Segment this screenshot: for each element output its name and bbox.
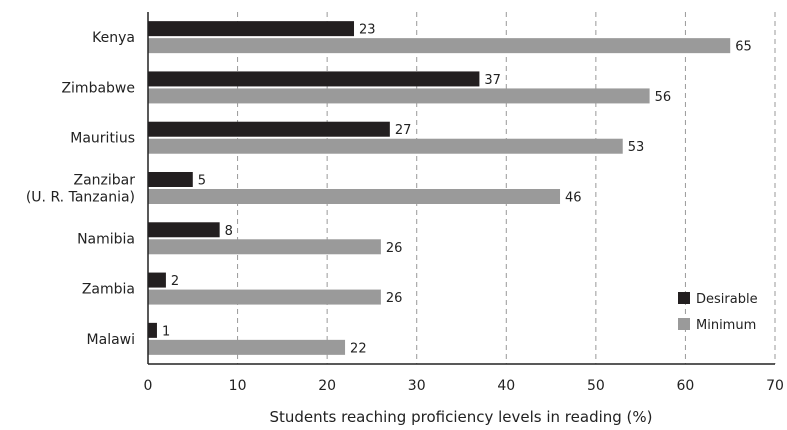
data-label: 8 [225, 224, 233, 239]
data-label: 26 [386, 291, 403, 306]
category-label: Mauritius [70, 131, 135, 147]
x-tick-label: 20 [318, 378, 336, 394]
data-label: 22 [350, 341, 367, 356]
data-label: 65 [735, 40, 752, 55]
legend: Desirable Minimum [678, 292, 758, 333]
bar-desirable [148, 322, 157, 338]
data-label: 27 [395, 123, 412, 138]
data-label: 5 [198, 174, 206, 189]
bar-desirable [148, 222, 220, 238]
x-tick-label: 70 [766, 378, 784, 394]
data-label: 53 [628, 140, 645, 155]
bar-minimum [148, 138, 623, 154]
data-label: 23 [359, 23, 376, 38]
bar-desirable [148, 272, 166, 288]
x-tick-label: 30 [408, 378, 426, 394]
bar-minimum [148, 339, 346, 355]
bar-desirable [148, 71, 480, 87]
x-tick-label: 40 [497, 378, 515, 394]
bar-minimum [148, 189, 561, 204]
x-tick-label: 0 [144, 378, 153, 394]
data-label: 1 [162, 324, 170, 339]
legend-swatch [678, 318, 690, 330]
x-tick-label: 60 [677, 378, 695, 394]
category-label: Zambia [82, 282, 135, 298]
category-label: Malawi [87, 332, 135, 348]
value-labels: 23 65 37 56 27 53 5 46 8 26 2 26 1 22 [162, 23, 752, 357]
x-tick-labels: 0 10 20 30 40 50 60 70 [144, 378, 784, 394]
bar-minimum [148, 38, 731, 54]
axes [147, 12, 775, 365]
category-label: Zimbabwe [61, 80, 135, 96]
category-label: Zanzibar (U. R. Tanzania) [26, 173, 135, 206]
x-axis-label: Students reaching proficiency levels in … [269, 408, 652, 426]
category-labels: Kenya Zimbabwe Mauritius Zanzibar (U. R. Tan… [26, 30, 135, 348]
x-tick-label: 50 [587, 378, 605, 394]
bar-desirable [148, 172, 193, 187]
data-label: 26 [386, 241, 403, 256]
legend-swatch [678, 292, 690, 304]
grid-lines [237, 12, 776, 364]
bar-desirable [148, 121, 390, 137]
legend-label: Desirable [696, 292, 758, 307]
bar-desirable [148, 21, 355, 37]
data-label: 56 [655, 90, 672, 105]
data-label: 46 [565, 191, 582, 206]
data-label: 37 [484, 73, 501, 88]
x-tick-label: 10 [229, 378, 247, 394]
bars [148, 21, 731, 355]
category-label: Kenya [92, 30, 135, 46]
bar-minimum [148, 239, 381, 255]
category-label: Namibia [77, 231, 135, 247]
data-label: 2 [171, 274, 179, 289]
bar-minimum [148, 88, 650, 104]
bar-minimum [148, 289, 381, 305]
legend-label: Minimum [696, 318, 756, 333]
